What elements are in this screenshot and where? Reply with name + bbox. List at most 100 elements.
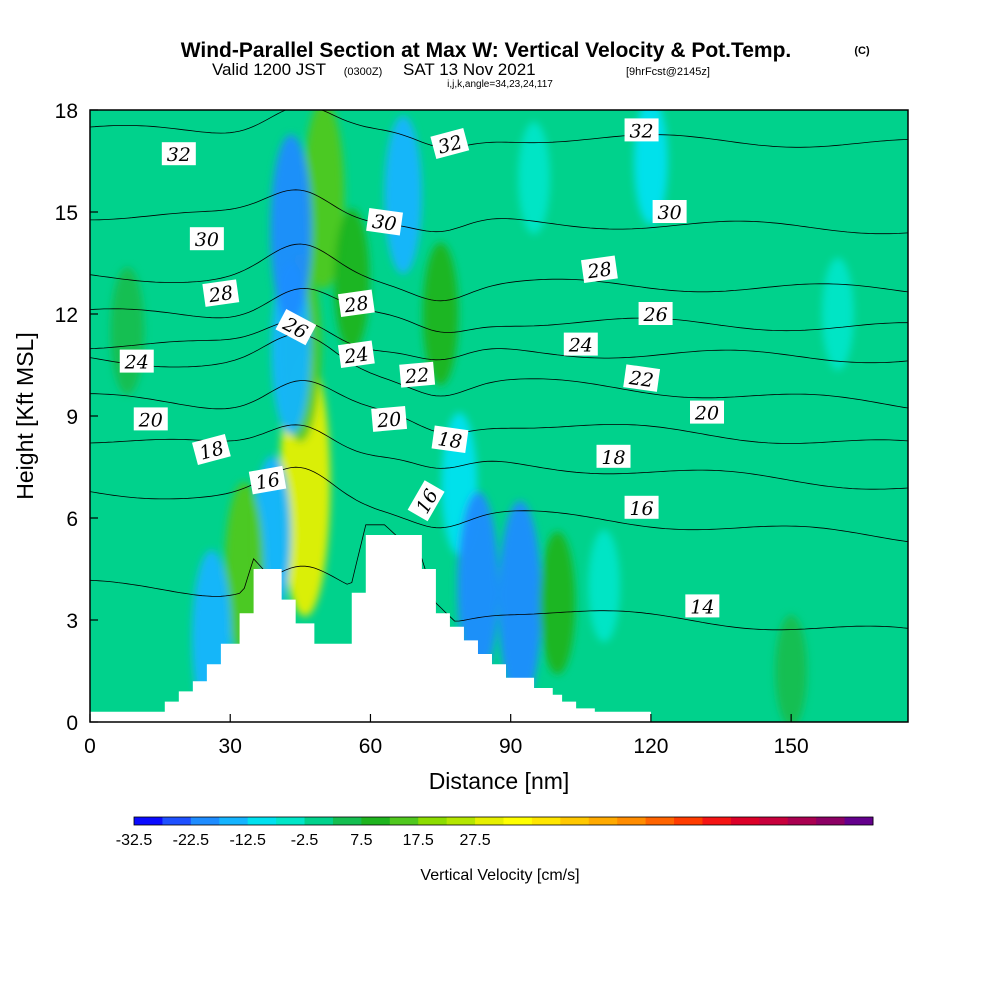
svg-text:16: 16	[254, 469, 282, 495]
contour-label-5: 30	[366, 207, 403, 236]
svg-text:20: 20	[375, 408, 402, 432]
contour-label-17: 20	[133, 407, 168, 431]
x-axis: 0 30 60 90 120 150	[84, 714, 809, 758]
x-tick-label: 90	[499, 735, 522, 758]
forecast-info: [9hrFcst@2145z]	[626, 66, 710, 78]
colorbar-tick-label: 7.5	[350, 832, 372, 849]
colorbar-tick-label: -2.5	[291, 832, 319, 849]
colorbar	[133, 816, 874, 826]
theta-contour-28	[90, 243, 908, 302]
svg-text:20: 20	[694, 403, 719, 425]
contour-label-15: 22	[399, 361, 436, 388]
y-tick-label: 12	[55, 304, 78, 327]
theta-contour-20	[90, 380, 908, 444]
x-tick-label: 120	[633, 735, 668, 758]
velocity-cell-18	[518, 121, 550, 235]
svg-text:14: 14	[690, 596, 714, 618]
valid-time-prefix: Valid 1200 JST	[212, 60, 326, 79]
colorbar-swatch	[787, 817, 817, 825]
colorbar-title: Vertical Velocity [cm/s]	[420, 867, 579, 884]
colorbar-swatch	[276, 817, 306, 825]
colorbar-swatch	[247, 817, 277, 825]
colorbar-swatch	[332, 817, 362, 825]
contour-label-8: 28	[337, 289, 375, 318]
valid-time-utc: (0300Z)	[344, 66, 383, 78]
colorbar-swatch	[475, 817, 504, 825]
y-tick-label: 3	[66, 610, 78, 633]
contour-label-19: 20	[690, 400, 725, 425]
y-axis-title: Height [Kft MSL]	[12, 332, 38, 499]
colorbar-swatch	[503, 817, 533, 825]
contour-label-10: 26	[275, 309, 317, 346]
contour-label-25: 16	[624, 495, 659, 520]
colorbar-swatch	[134, 817, 163, 825]
svg-text:24: 24	[124, 352, 149, 374]
colorbar-swatch	[730, 817, 760, 825]
contour-label-13: 24	[337, 340, 375, 369]
terrain-mask	[90, 535, 651, 722]
contour-label-3: 32	[624, 118, 659, 142]
colorbar-swatch	[531, 817, 561, 825]
contour-label-21: 18	[431, 425, 469, 453]
svg-text:32: 32	[629, 120, 653, 142]
colorbar-tick-label: 27.5	[460, 832, 491, 849]
contour-label-1: 32	[161, 142, 196, 166]
velocity-cell-16	[588, 529, 621, 643]
svg-text:24: 24	[568, 335, 593, 357]
svg-text:28: 28	[585, 258, 613, 283]
colorbar-swatch	[389, 817, 419, 825]
svg-text:24: 24	[342, 343, 370, 368]
chart-title: Wind-Parallel Section at Max W: Vertical…	[181, 39, 792, 62]
theta-contour-16	[90, 466, 908, 543]
colorbar-tick-label: -32.5	[116, 832, 153, 849]
svg-text:18: 18	[436, 428, 463, 453]
velocity-cell-20	[821, 257, 854, 371]
colorbar-tick-label: -12.5	[229, 832, 266, 849]
y-axis: 0 3 6 9 12 15 18	[55, 100, 98, 735]
x-tick-label: 0	[84, 735, 96, 758]
contour-label-14: 24	[563, 332, 598, 357]
contour-label-26: 14	[685, 594, 720, 618]
theta-contour-14	[90, 524, 908, 631]
colorbar-swatch	[361, 817, 391, 825]
colorbar-swatch	[560, 817, 590, 825]
colorbar-swatch	[645, 817, 675, 825]
colorbar-swatch	[446, 817, 476, 825]
contour-label-4: 30	[189, 227, 224, 251]
velocity-cell-13	[457, 491, 499, 681]
svg-text:30: 30	[195, 229, 219, 251]
y-tick-label: 18	[55, 100, 78, 123]
contour-label-11: 26	[638, 302, 673, 326]
theta-contour-32	[90, 110, 908, 148]
velocity-cell-21	[775, 614, 808, 722]
contour-label-7: 28	[202, 279, 240, 307]
theta-contour-30	[90, 189, 908, 235]
svg-text:26: 26	[642, 304, 667, 326]
svg-text:32: 32	[167, 144, 191, 166]
y-tick-label: 0	[66, 712, 78, 735]
svg-text:22: 22	[403, 364, 430, 388]
svg-text:20: 20	[138, 409, 163, 431]
contour-label-23: 16	[248, 465, 287, 495]
colorbar-swatch	[816, 817, 846, 825]
theta-contour-24	[90, 319, 908, 364]
colorbar-swatch	[702, 817, 732, 825]
velocity-cell-7	[333, 208, 370, 352]
contour-label-22: 18	[596, 444, 631, 469]
colorbar-tick-label: 17.5	[403, 832, 434, 849]
contour-label-12: 24	[119, 349, 154, 374]
colorbar-swatch	[219, 817, 249, 825]
colorbar-labels: -32.5 -22.5 -12.5 -2.5 7.5 17.5 27.5	[116, 832, 491, 849]
x-tick-label: 150	[774, 735, 809, 758]
velocity-cell-9	[422, 242, 459, 386]
svg-text:22: 22	[627, 367, 655, 392]
colorbar-swatch	[418, 817, 448, 825]
svg-text:28: 28	[207, 282, 235, 307]
colorbar-swatch	[844, 817, 874, 825]
svg-text:18: 18	[601, 447, 625, 469]
contour-label-9: 28	[580, 255, 618, 284]
colorbar-swatch	[759, 817, 789, 825]
velocity-cell-5	[270, 134, 312, 324]
